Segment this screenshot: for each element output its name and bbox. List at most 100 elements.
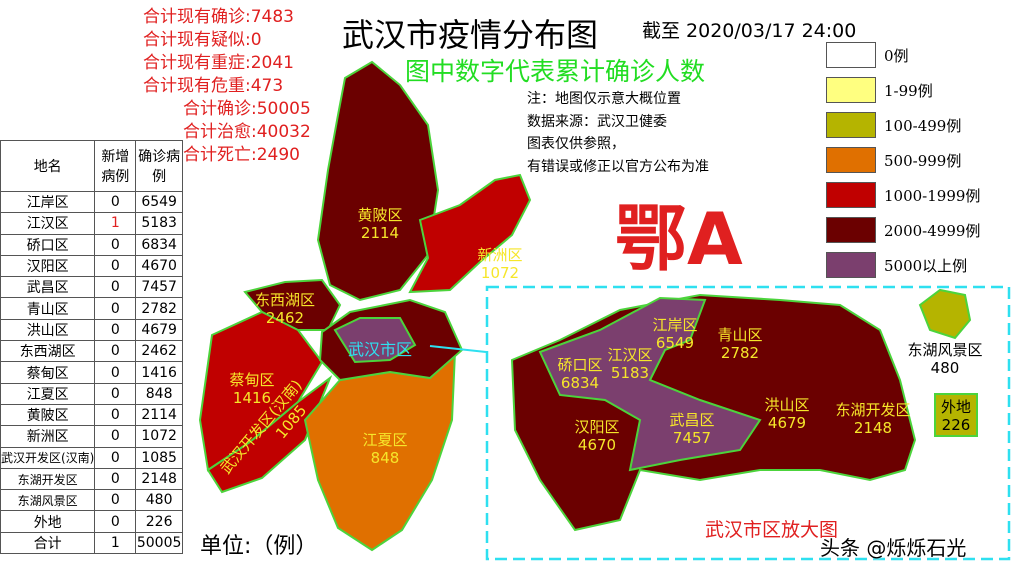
map-label-caidian-value: 1416 (233, 389, 271, 407)
stat-current-critical: 合计现有危重:473 (143, 76, 284, 96)
region-xinzhou (408, 173, 532, 294)
header-name: 地名 (0, 140, 96, 192)
map-label-huangpi-value: 2114 (361, 224, 399, 242)
city-label: 武汉市区 (348, 340, 413, 359)
map-label-jianghan-name: 江汉区 (607, 346, 652, 364)
notes: 注：地图仅示意大概位置 数据来源：武汉卫健委 图表仅供参照， 有错误或修正以官方… (527, 88, 709, 178)
map-label-donghufj-name: 东湖风景区 (907, 341, 982, 359)
map-label-waidi-name: 外地 (941, 398, 971, 416)
cell-name: 外地 (0, 510, 96, 533)
map-label-qingshan-name: 青山区 (717, 326, 762, 344)
legend-label: 1000-1999例 (884, 186, 981, 205)
map-label-huangpi-name: 黄陂区 (357, 206, 402, 224)
map-label-caidian-name: 蔡甸区 (229, 371, 274, 389)
legend-swatch (826, 77, 876, 103)
legend-item: 2000-4999例 (826, 217, 980, 243)
map-label-wuchang-value: 7457 (673, 429, 711, 447)
cell-new: 1 (94, 531, 137, 555)
note: 图表仅供参照， (527, 136, 625, 152)
stat-current-confirmed: 合计现有确诊:7483 (143, 7, 294, 27)
table-row: 江夏区 0 848 (0, 382, 183, 405)
map-label-hanyang-name: 汉阳区 (574, 418, 619, 436)
region-donghufj (918, 288, 972, 340)
cell-confirmed: 50005 (135, 531, 183, 555)
legend-swatch (826, 182, 876, 208)
cell-name: 江夏区 (0, 382, 96, 405)
legend-item: 500-999例 (826, 147, 961, 173)
watermark: 头条 @烁烁石光 (820, 536, 967, 560)
cell-confirmed: 1085 (135, 446, 183, 469)
map-label-jiangan-value: 6549 (656, 334, 694, 352)
stat-total-cured: 合计治愈:40032 (183, 122, 311, 142)
stat-total-deaths: 合计死亡:2490 (183, 145, 300, 165)
legend-label: 0例 (884, 46, 909, 65)
map-label-hongshan-name: 洪山区 (764, 396, 809, 414)
table-row: 东西湖区 0 2462 (0, 340, 183, 363)
table-row: 汉阳区 0 4670 (0, 254, 183, 278)
table-row: 东湖开发区 0 2148 (0, 467, 183, 491)
cell-confirmed: 2148 (135, 467, 183, 491)
inset-title: 武汉市区放大图 (705, 519, 839, 541)
license-plate-label: 鄂A (615, 197, 743, 281)
stat-current-suspected: 合计现有疑似:0 (143, 30, 262, 50)
legend-label: 100-499例 (884, 116, 962, 135)
cell-confirmed: 2114 (135, 403, 183, 427)
legend-item: 5000以上例 (826, 252, 967, 278)
cell-confirmed: 226 (135, 510, 183, 533)
legend-item: 0例 (826, 42, 909, 68)
map-label-donghukf-value: 2148 (854, 419, 892, 437)
inset-purple (538, 296, 762, 472)
map-label-hongshan-value: 4679 (768, 414, 806, 432)
cell-name: 东湖开发区 (0, 467, 96, 491)
note: 有错误或修正以官方公布为准 (527, 158, 709, 175)
legend-label: 2000-4999例 (884, 221, 981, 240)
unit-label: 单位:（例） (200, 534, 318, 559)
subtitle: 图中数字代表累计确诊人数 (405, 57, 706, 86)
inset-frame (485, 285, 1011, 561)
stat-total-confirmed: 合计确诊:50005 (183, 99, 311, 119)
legend-label: 1-99例 (884, 81, 933, 100)
region-huangpi (316, 60, 440, 302)
legend-swatch (826, 147, 876, 173)
map-label-qiaokou-name: 硚口区 (557, 356, 602, 374)
cell-confirmed: 2462 (135, 340, 183, 363)
legend-label: 500-999例 (884, 151, 962, 170)
legend-label: 5000以上例 (884, 256, 968, 275)
cell-name: 青山区 (0, 297, 96, 320)
cell-confirmed: 7457 (135, 276, 183, 299)
district-table: 地名 新增病例 确诊病例 江岸区 0 6549 江汉区 1 5183 硚口区 0 6834 汉阳区… (0, 140, 183, 555)
map-label-dongxihu-name: 东西湖区 (255, 291, 315, 309)
note: 注：地图仅示意大概位置 (527, 91, 681, 107)
header-new: 新增病例 (94, 140, 137, 192)
table-row: 外地 0 226 (0, 510, 183, 533)
cell-confirmed: 480 (135, 489, 183, 512)
map-label-qingshan-value: 2782 (721, 344, 759, 362)
map-label-dongxihu-value: 2462 (266, 309, 304, 327)
legend-item: 1-99例 (826, 77, 933, 103)
note: 数据来源：武汉卫健委 (527, 113, 667, 130)
legend-swatch (826, 252, 876, 278)
cell-name: 汉阳区 (0, 254, 96, 278)
map-label-jianghan-value: 5183 (611, 364, 649, 382)
map-label-jiangxia-name: 江夏区 (362, 431, 407, 449)
map-label-xinzhou-value: 1072 (481, 264, 519, 282)
cell-name: 东西湖区 (0, 340, 96, 363)
cell-name: 洪山区 (0, 318, 96, 342)
cell-name: 合计 (0, 531, 96, 555)
map-label-jiangxia-value: 848 (371, 449, 400, 467)
as-of-date: 截至 2020/03/17 24:00 (642, 20, 857, 42)
cell-confirmed: 848 (135, 382, 183, 405)
cell-name: 硚口区 (0, 233, 96, 256)
cell-confirmed: 4670 (135, 254, 183, 278)
map-label-donghukf-name: 东湖开发区 (835, 401, 910, 419)
map-label-waidi-value: 226 (942, 416, 971, 434)
callout-line (429, 345, 487, 353)
stat-current-severe: 合计现有重症:2041 (143, 53, 294, 73)
map-label-hanyang-value: 4670 (578, 436, 616, 454)
legend-swatch (826, 112, 876, 138)
map-label-xinzhou-name: 新洲区 (477, 246, 522, 264)
table-row: 江汉区 1 5183 (0, 212, 183, 235)
map-label-wuchang-name: 武昌区 (669, 411, 714, 429)
region-city-purple (333, 317, 417, 364)
